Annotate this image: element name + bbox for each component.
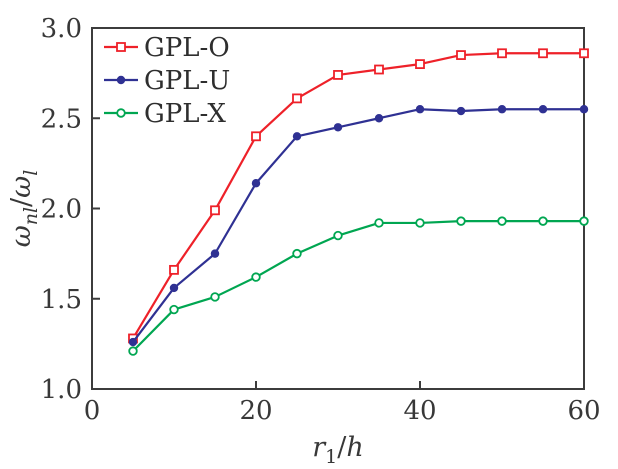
gpl-u-marker-icon: [210, 249, 220, 258]
gpl-u-marker-icon: [456, 106, 466, 116]
axis-label-part: ω: [6, 176, 37, 198]
axis-label-part: ω: [6, 225, 37, 247]
x-tick-label: 60: [567, 396, 600, 426]
gpl-x-marker-icon: [210, 292, 220, 302]
gpl-x-marker-icon: [128, 346, 138, 356]
gpl-o-marker-icon: [169, 264, 179, 275]
x-tick-label: 40: [403, 396, 436, 426]
series-line-gpl-o: [132, 52, 584, 340]
axis-label-part: l: [20, 170, 42, 176]
gpl-o-marker-icon: [538, 48, 548, 59]
legend-label: GPL-U: [144, 66, 230, 96]
axis-label-part: /: [337, 432, 347, 463]
gpl-x-marker-icon: [497, 216, 507, 226]
gpl-x-marker-icon: [456, 216, 466, 226]
gpl-o-marker-icon: [456, 50, 466, 60]
gpl-o-marker-icon: [579, 48, 589, 59]
gpl-u-marker-icon: [538, 105, 548, 114]
gpl-u-marker-icon: [579, 105, 589, 114]
legend-label: GPL-X: [144, 99, 226, 129]
x-tick-label: 20: [239, 396, 272, 426]
gpl-x-marker-icon: [169, 304, 179, 315]
gpl-o-marker-icon: [210, 205, 220, 216]
legend-label: GPL-O: [144, 33, 230, 63]
gpl-u-marker-icon: [169, 283, 179, 293]
gpl-x-marker-icon: [374, 218, 384, 228]
gpl-o-marker-icon: [415, 59, 425, 69]
axis-label-part: /: [6, 197, 37, 207]
gpl-x-marker-icon: [116, 108, 126, 118]
axis-label-part: nl: [20, 207, 42, 225]
axis-label-part: r: [312, 432, 327, 463]
series-line-gpl-u: [132, 108, 584, 343]
x-tick-label: 0: [84, 396, 101, 426]
gpl-u-marker-icon: [251, 179, 261, 188]
legend-item-gpl-u: GPL-U: [104, 66, 230, 96]
gpl-u-marker-icon: [374, 114, 384, 123]
gpl-x-marker-icon: [415, 218, 425, 228]
y-tick-label: 3.0: [41, 14, 82, 44]
gpl-u-marker-icon: [415, 105, 425, 114]
gpl-u-marker-icon: [116, 75, 126, 85]
gpl-x-marker-icon: [579, 216, 589, 226]
y-tick-label: 2.5: [41, 104, 82, 134]
gpl-o-marker-icon: [374, 64, 384, 75]
gpl-u-marker-icon: [292, 132, 302, 141]
gpl-u-marker-icon: [333, 123, 343, 132]
gpl-x-marker-icon: [333, 230, 343, 241]
gpl-u-marker-icon: [128, 337, 138, 347]
gpl-x-marker-icon: [538, 216, 548, 226]
legend-item-gpl-o: GPL-O: [104, 33, 230, 63]
axis-label-part: h: [346, 432, 363, 463]
axis-label-part: 1: [325, 446, 337, 468]
gpl-o-marker-icon: [251, 131, 261, 142]
gpl-u-marker-icon: [497, 105, 507, 114]
y-tick-label: 1.0: [41, 375, 82, 405]
y-axis-label: ωnl/ωl: [6, 170, 42, 248]
legend-item-gpl-x: GPL-X: [104, 99, 226, 129]
y-tick-label: 2.0: [41, 195, 82, 225]
gpl-o-marker-icon: [497, 48, 507, 59]
gpl-o-marker-icon: [292, 93, 302, 104]
x-axis-label: r1/h: [312, 432, 364, 468]
gpl-o-marker-icon: [116, 42, 126, 52]
gpl-x-marker-icon: [292, 248, 302, 259]
gpl-o-marker-icon: [333, 70, 343, 80]
y-tick-label: 1.5: [41, 285, 82, 315]
series-line-gpl-x: [132, 220, 584, 352]
gpl-x-marker-icon: [251, 272, 261, 282]
